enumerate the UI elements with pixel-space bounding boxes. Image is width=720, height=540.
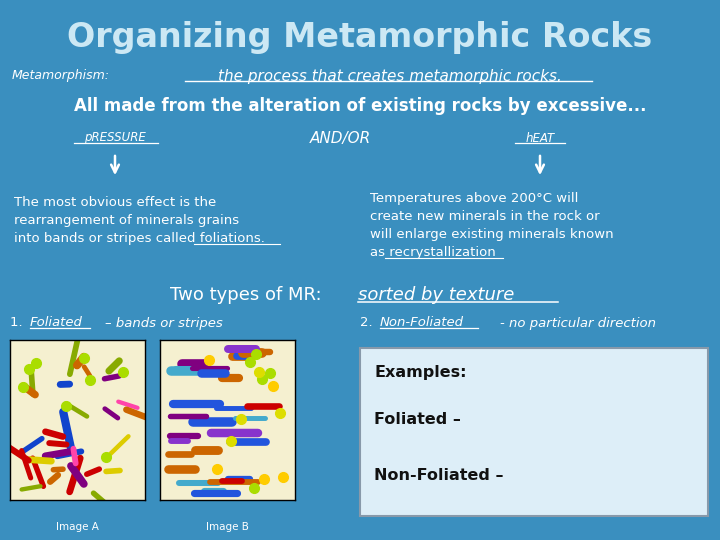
Text: - no particular direction: - no particular direction [500,316,656,329]
Text: Non-Foliated: Non-Foliated [380,316,464,329]
Bar [360,348,708,516]
Text: create new minerals in the rock or: create new minerals in the rock or [370,210,600,223]
Text: Foliated –: Foliated – [374,413,461,428]
Text: will enlarge existing minerals known: will enlarge existing minerals known [370,228,613,241]
Text: pRESSURE: pRESSURE [84,132,146,145]
Text: hEAT: hEAT [526,132,554,145]
Text: into bands or stripes called foliations.: into bands or stripes called foliations. [14,232,265,245]
Text: Organizing Metamorphic Rocks: Organizing Metamorphic Rocks [68,22,652,55]
Text: the process that creates metamorphic rocks.: the process that creates metamorphic roc… [218,69,562,84]
Text: Non-Foliated –: Non-Foliated – [374,469,503,483]
Text: All made from the alteration of existing rocks by excessive...: All made from the alteration of existing… [73,97,647,115]
Text: Image A: Image A [56,522,99,532]
Text: rearrangement of minerals grains: rearrangement of minerals grains [14,214,239,227]
Text: Temperatures above 200°C will: Temperatures above 200°C will [370,192,578,205]
Text: Foliated: Foliated [30,316,83,329]
Text: Image B: Image B [206,522,249,532]
Text: sorted by texture: sorted by texture [358,286,514,304]
Text: – bands or stripes: – bands or stripes [105,316,222,329]
Text: AND/OR: AND/OR [310,131,371,145]
Text: 2.: 2. [360,316,381,329]
Text: Two types of MR:: Two types of MR: [170,286,328,304]
Text: The most obvious effect is the: The most obvious effect is the [14,196,216,209]
Text: Metamorphism:: Metamorphism: [12,70,110,83]
Text: 1.: 1. [10,316,31,329]
Text: as recrystallization: as recrystallization [370,246,496,259]
Text: Examples:: Examples: [374,364,467,380]
